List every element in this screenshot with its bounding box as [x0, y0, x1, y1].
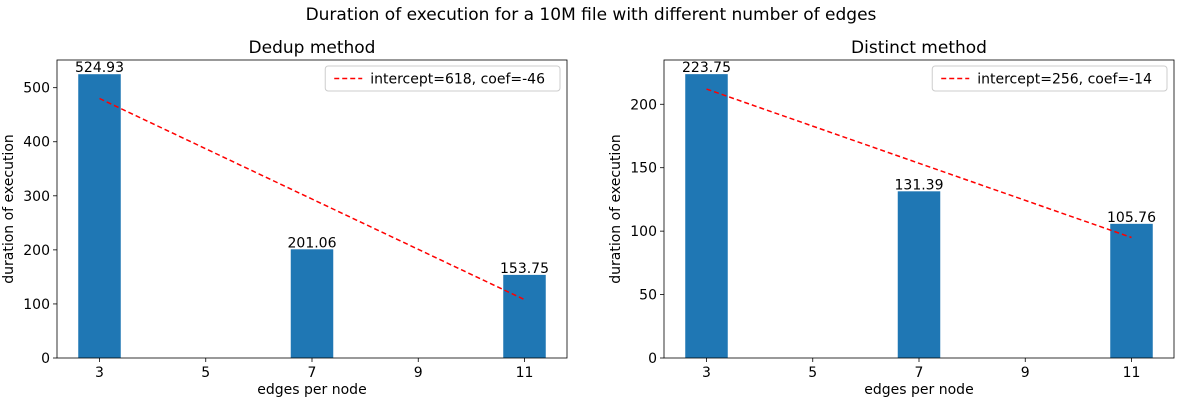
y-tick-label: 500 [23, 81, 50, 97]
data-label: 524.93 [75, 60, 124, 76]
legend: intercept=256, coef=-14 [931, 65, 1168, 92]
y-tick-label: 300 [23, 189, 50, 205]
bar [503, 274, 546, 358]
x-tick-label: 5 [201, 365, 210, 381]
data-label: 131.39 [895, 177, 944, 193]
chart-distinct: 223.75 131.39 105.76 3 5 7 9 11 0 50 100 150 200 Dist… [608, 38, 1175, 398]
y-tick-label: 0 [41, 351, 50, 367]
y-tick-label: 150 [630, 161, 657, 177]
trendline [99, 97, 525, 301]
bar [290, 249, 334, 358]
x-tick-label: 11 [1123, 365, 1141, 381]
data-label: 223.75 [682, 60, 731, 76]
y-tick-label: 0 [648, 351, 657, 367]
y-tick-label: 50 [639, 288, 657, 304]
trendline [706, 88, 1132, 239]
legend-box [931, 65, 1168, 92]
legend-box [324, 65, 561, 92]
chart-title: Distinct method [851, 38, 987, 58]
x-tick-label: 9 [414, 365, 423, 381]
bar [78, 74, 121, 358]
x-tick-label: 3 [95, 365, 104, 381]
chart-title: Dedup method [249, 38, 376, 58]
legend: intercept=618, coef=-46 [324, 65, 561, 92]
data-label: 201.06 [288, 235, 337, 251]
data-label: 153.75 [500, 261, 549, 277]
x-tick-label: 7 [915, 365, 924, 381]
bar [685, 74, 728, 358]
y-tick-label: 100 [23, 297, 50, 313]
y-axis-label: duration of execution [1, 134, 17, 284]
y-tick-label: 200 [23, 243, 50, 259]
y-axis-label: duration of execution [608, 134, 624, 284]
x-axis-label: edges per node [257, 382, 366, 398]
x-tick-label: 9 [1021, 365, 1030, 381]
chart-dedup: 524.93 201.06 153.75 3 5 7 9 11 0 100 200 300 400 500… [1, 38, 568, 398]
legend-label: intercept=618, coef=-46 [370, 72, 545, 88]
y-tick-label: 200 [630, 97, 657, 113]
x-tick-label: 3 [702, 365, 711, 381]
y-tick-label: 400 [23, 135, 50, 151]
data-label: 105.76 [1107, 210, 1156, 226]
figure-title: Duration of execution for a 10M file wit… [305, 5, 877, 25]
bar [897, 191, 941, 358]
x-tick-label: 5 [808, 365, 817, 381]
legend-label: intercept=256, coef=-14 [977, 72, 1152, 88]
x-tick-label: 11 [516, 365, 534, 381]
x-axis-label: edges per node [864, 382, 973, 398]
x-tick-label: 7 [308, 365, 317, 381]
y-tick-label: 100 [630, 224, 657, 240]
bar [1110, 223, 1153, 358]
